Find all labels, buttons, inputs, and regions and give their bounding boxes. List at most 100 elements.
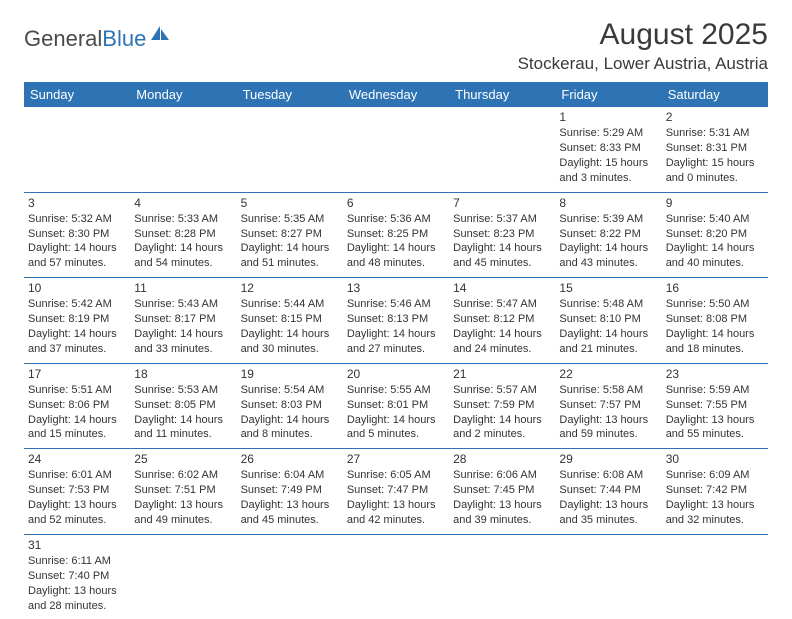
daylight-text: Daylight: 13 hours and 35 minutes. bbox=[559, 498, 657, 528]
calendar-cell: 14Sunrise: 5:47 AMSunset: 8:12 PMDayligh… bbox=[449, 278, 555, 364]
daylight-text: Daylight: 14 hours and 37 minutes. bbox=[28, 327, 126, 357]
calendar-cell: 7Sunrise: 5:37 AMSunset: 8:23 PMDaylight… bbox=[449, 192, 555, 278]
calendar-cell: 9Sunrise: 5:40 AMSunset: 8:20 PMDaylight… bbox=[662, 192, 768, 278]
sunrise-text: Sunrise: 5:39 AM bbox=[559, 212, 657, 227]
calendar-cell bbox=[449, 534, 555, 619]
header: GeneralBlue August 2025 Stockerau, Lower… bbox=[24, 18, 768, 74]
daylight-text: Daylight: 13 hours and 45 minutes. bbox=[241, 498, 339, 528]
calendar-cell bbox=[449, 107, 555, 192]
day-number: 10 bbox=[28, 280, 126, 296]
sunset-text: Sunset: 7:51 PM bbox=[134, 483, 232, 498]
calendar-cell bbox=[237, 107, 343, 192]
sunset-text: Sunset: 8:03 PM bbox=[241, 398, 339, 413]
sunset-text: Sunset: 8:30 PM bbox=[28, 227, 126, 242]
calendar-cell: 3Sunrise: 5:32 AMSunset: 8:30 PMDaylight… bbox=[24, 192, 130, 278]
sunset-text: Sunset: 8:10 PM bbox=[559, 312, 657, 327]
calendar-cell: 5Sunrise: 5:35 AMSunset: 8:27 PMDaylight… bbox=[237, 192, 343, 278]
day-number: 27 bbox=[347, 451, 445, 467]
sunrise-text: Sunrise: 5:48 AM bbox=[559, 297, 657, 312]
day-number: 26 bbox=[241, 451, 339, 467]
sunrise-text: Sunrise: 5:53 AM bbox=[134, 383, 232, 398]
sunrise-text: Sunrise: 5:43 AM bbox=[134, 297, 232, 312]
day-number: 3 bbox=[28, 195, 126, 211]
sunset-text: Sunset: 7:55 PM bbox=[666, 398, 764, 413]
sunset-text: Sunset: 8:08 PM bbox=[666, 312, 764, 327]
weekday-header: Sunday bbox=[24, 82, 130, 107]
daylight-text: Daylight: 14 hours and 2 minutes. bbox=[453, 413, 551, 443]
sunset-text: Sunset: 7:42 PM bbox=[666, 483, 764, 498]
logo-text-general: General bbox=[24, 26, 102, 52]
calendar-cell: 13Sunrise: 5:46 AMSunset: 8:13 PMDayligh… bbox=[343, 278, 449, 364]
weekday-header: Friday bbox=[555, 82, 661, 107]
sunset-text: Sunset: 8:27 PM bbox=[241, 227, 339, 242]
weekday-header: Monday bbox=[130, 82, 236, 107]
daylight-text: Daylight: 13 hours and 42 minutes. bbox=[347, 498, 445, 528]
calendar-cell: 26Sunrise: 6:04 AMSunset: 7:49 PMDayligh… bbox=[237, 449, 343, 535]
calendar-cell: 18Sunrise: 5:53 AMSunset: 8:05 PMDayligh… bbox=[130, 363, 236, 449]
sunset-text: Sunset: 8:28 PM bbox=[134, 227, 232, 242]
day-number: 12 bbox=[241, 280, 339, 296]
calendar-cell: 30Sunrise: 6:09 AMSunset: 7:42 PMDayligh… bbox=[662, 449, 768, 535]
calendar-row: 10Sunrise: 5:42 AMSunset: 8:19 PMDayligh… bbox=[24, 278, 768, 364]
day-number: 28 bbox=[453, 451, 551, 467]
calendar-cell bbox=[343, 107, 449, 192]
sunset-text: Sunset: 7:44 PM bbox=[559, 483, 657, 498]
daylight-text: Daylight: 14 hours and 27 minutes. bbox=[347, 327, 445, 357]
calendar-row: 24Sunrise: 6:01 AMSunset: 7:53 PMDayligh… bbox=[24, 449, 768, 535]
calendar-cell: 2Sunrise: 5:31 AMSunset: 8:31 PMDaylight… bbox=[662, 107, 768, 192]
daylight-text: Daylight: 13 hours and 52 minutes. bbox=[28, 498, 126, 528]
sunrise-text: Sunrise: 6:11 AM bbox=[28, 554, 126, 569]
daylight-text: Daylight: 13 hours and 55 minutes. bbox=[666, 413, 764, 443]
calendar-cell: 27Sunrise: 6:05 AMSunset: 7:47 PMDayligh… bbox=[343, 449, 449, 535]
sunrise-text: Sunrise: 6:09 AM bbox=[666, 468, 764, 483]
daylight-text: Daylight: 15 hours and 3 minutes. bbox=[559, 156, 657, 186]
daylight-text: Daylight: 14 hours and 33 minutes. bbox=[134, 327, 232, 357]
sunset-text: Sunset: 7:47 PM bbox=[347, 483, 445, 498]
calendar-cell bbox=[662, 534, 768, 619]
day-number: 31 bbox=[28, 537, 126, 553]
daylight-text: Daylight: 14 hours and 15 minutes. bbox=[28, 413, 126, 443]
daylight-text: Daylight: 14 hours and 57 minutes. bbox=[28, 241, 126, 271]
sunset-text: Sunset: 8:05 PM bbox=[134, 398, 232, 413]
daylight-text: Daylight: 14 hours and 5 minutes. bbox=[347, 413, 445, 443]
month-title: August 2025 bbox=[518, 18, 768, 52]
calendar-header-row: SundayMondayTuesdayWednesdayThursdayFrid… bbox=[24, 82, 768, 107]
sunrise-text: Sunrise: 5:59 AM bbox=[666, 383, 764, 398]
daylight-text: Daylight: 15 hours and 0 minutes. bbox=[666, 156, 764, 186]
calendar-cell: 25Sunrise: 6:02 AMSunset: 7:51 PMDayligh… bbox=[130, 449, 236, 535]
sunrise-text: Sunrise: 6:02 AM bbox=[134, 468, 232, 483]
calendar-cell: 15Sunrise: 5:48 AMSunset: 8:10 PMDayligh… bbox=[555, 278, 661, 364]
sunset-text: Sunset: 8:12 PM bbox=[453, 312, 551, 327]
calendar-cell: 19Sunrise: 5:54 AMSunset: 8:03 PMDayligh… bbox=[237, 363, 343, 449]
weekday-header: Thursday bbox=[449, 82, 555, 107]
calendar-row: 1Sunrise: 5:29 AMSunset: 8:33 PMDaylight… bbox=[24, 107, 768, 192]
sunset-text: Sunset: 8:33 PM bbox=[559, 141, 657, 156]
sunset-text: Sunset: 8:22 PM bbox=[559, 227, 657, 242]
weekday-header: Saturday bbox=[662, 82, 768, 107]
daylight-text: Daylight: 13 hours and 28 minutes. bbox=[28, 584, 126, 614]
daylight-text: Daylight: 14 hours and 8 minutes. bbox=[241, 413, 339, 443]
calendar-cell: 1Sunrise: 5:29 AMSunset: 8:33 PMDaylight… bbox=[555, 107, 661, 192]
calendar-cell bbox=[555, 534, 661, 619]
daylight-text: Daylight: 14 hours and 43 minutes. bbox=[559, 241, 657, 271]
day-number: 25 bbox=[134, 451, 232, 467]
sunrise-text: Sunrise: 5:47 AM bbox=[453, 297, 551, 312]
logo: GeneralBlue bbox=[24, 18, 171, 53]
calendar-cell: 22Sunrise: 5:58 AMSunset: 7:57 PMDayligh… bbox=[555, 363, 661, 449]
calendar-cell bbox=[343, 534, 449, 619]
calendar-cell bbox=[130, 534, 236, 619]
day-number: 22 bbox=[559, 366, 657, 382]
daylight-text: Daylight: 14 hours and 11 minutes. bbox=[134, 413, 232, 443]
day-number: 29 bbox=[559, 451, 657, 467]
day-number: 13 bbox=[347, 280, 445, 296]
sunrise-text: Sunrise: 5:54 AM bbox=[241, 383, 339, 398]
calendar-row: 3Sunrise: 5:32 AMSunset: 8:30 PMDaylight… bbox=[24, 192, 768, 278]
sunrise-text: Sunrise: 5:29 AM bbox=[559, 126, 657, 141]
day-number: 1 bbox=[559, 109, 657, 125]
day-number: 9 bbox=[666, 195, 764, 211]
sunrise-text: Sunrise: 6:01 AM bbox=[28, 468, 126, 483]
sunrise-text: Sunrise: 5:42 AM bbox=[28, 297, 126, 312]
day-number: 18 bbox=[134, 366, 232, 382]
location-text: Stockerau, Lower Austria, Austria bbox=[518, 54, 768, 74]
day-number: 30 bbox=[666, 451, 764, 467]
